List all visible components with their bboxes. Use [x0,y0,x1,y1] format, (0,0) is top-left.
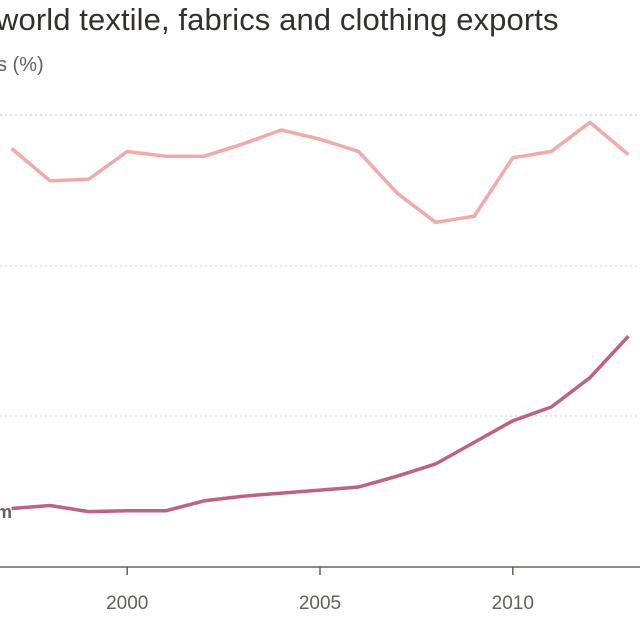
series-group [10,120,630,514]
x-tick-label: 2000 [106,593,148,614]
series-line-2 [11,335,630,514]
x-tick-label: 2010 [492,593,534,614]
gridlines [0,114,640,417]
series-line-1 [10,120,630,225]
x-tick-label: 2005 [299,593,341,614]
series-label-m: m [0,502,12,522]
chart-subtitle: s (%) [0,54,44,76]
chart-title: world textile, fabrics and clothing expo… [0,2,559,37]
x-axis: 2000 2005 2010 [0,566,640,614]
